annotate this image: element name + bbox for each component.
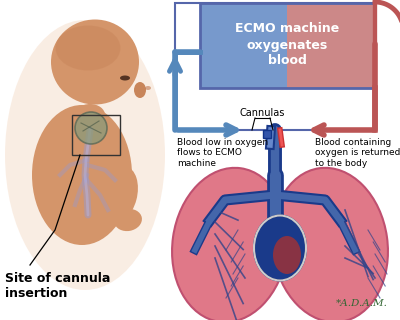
Ellipse shape (272, 168, 388, 320)
Ellipse shape (51, 20, 139, 105)
Ellipse shape (5, 20, 165, 290)
Text: Cannulas: Cannulas (239, 108, 285, 118)
Ellipse shape (145, 86, 151, 90)
Ellipse shape (98, 166, 138, 224)
Bar (175, 3, 375, 130)
Bar (263, 130, 271, 138)
Ellipse shape (56, 26, 120, 70)
Ellipse shape (254, 215, 306, 281)
Ellipse shape (114, 209, 142, 231)
Text: Blood low in oxygen
flows to ECMO
machine: Blood low in oxygen flows to ECMO machin… (177, 138, 268, 168)
Text: Site of cannula
insertion: Site of cannula insertion (5, 272, 110, 300)
Ellipse shape (75, 104, 105, 126)
Bar (72, 115, 120, 155)
Text: ECMO machine
oxygenates
blood: ECMO machine oxygenates blood (235, 22, 339, 68)
Ellipse shape (172, 168, 288, 320)
Bar (200, 3, 287, 88)
Text: *A.D.A.M.: *A.D.A.M. (336, 299, 388, 308)
Ellipse shape (120, 76, 130, 81)
Text: Blood containing
oxygen is returned
to the body: Blood containing oxygen is returned to t… (315, 138, 400, 168)
Circle shape (75, 112, 107, 144)
Bar (200, 3, 375, 88)
Ellipse shape (134, 82, 146, 98)
Ellipse shape (32, 105, 132, 245)
Bar (287, 3, 375, 88)
Ellipse shape (273, 236, 301, 274)
